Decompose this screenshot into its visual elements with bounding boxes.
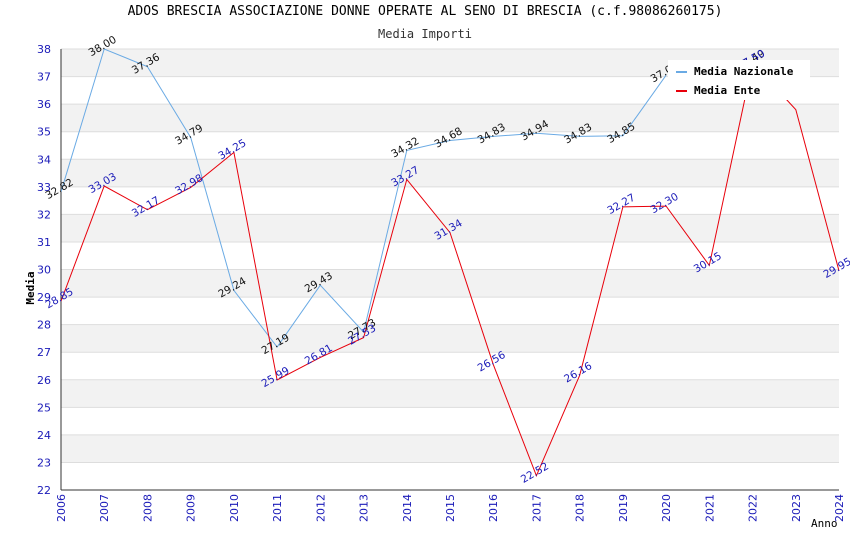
x-axis-label: Anno: [811, 517, 838, 530]
grid-band: [61, 269, 839, 298]
legend-swatch-national: [676, 71, 687, 73]
y-tick-label: 28: [37, 319, 51, 332]
series-lines: [60, 49, 840, 478]
x-tick-label: 2021: [703, 494, 716, 522]
data-label: 32.30: [649, 191, 681, 216]
data-labels: 32.8238.0037.3634.7929.2427.1929.4327.73…: [43, 34, 850, 486]
data-label: 28.85: [43, 286, 75, 311]
x-tick-label: 2014: [401, 494, 414, 522]
x-tick-label: 2020: [660, 494, 673, 522]
chart-title: ADOS BRESCIA ASSOCIAZIONE DONNE OPERATE …: [127, 4, 723, 19]
legend-item-ente: Media Ente: [676, 84, 760, 98]
legend-label-ente: Media Ente: [694, 84, 761, 97]
x-tick-label: 2013: [358, 494, 371, 522]
grid-bands: [61, 49, 839, 463]
y-tick-label: 38: [37, 43, 51, 56]
grid-band: [61, 324, 839, 353]
y-tick-label: 27: [37, 346, 51, 359]
grid-band: [61, 434, 839, 463]
legend-label-national: Media Nazionale: [694, 65, 794, 78]
x-tick-label: 2017: [530, 494, 543, 522]
x-tick-label: 2016: [487, 494, 500, 522]
y-tick-labels: 22 23 24 25 26 27 28 29 30 31 32 33 34 35 36 37 38: [37, 43, 51, 497]
y-tick-label: 25: [37, 401, 51, 414]
x-tick-label: 2023: [790, 494, 803, 522]
grid-band: [61, 104, 839, 132]
grid-band: [61, 214, 839, 242]
x-tick-label: 2008: [141, 494, 154, 522]
x-tick-label: 2012: [314, 494, 327, 522]
series-line-0: [61, 49, 753, 347]
x-tick-label: 2018: [574, 494, 587, 522]
y-tick-label: 33: [37, 181, 51, 194]
y-tick-label: 29: [37, 291, 51, 304]
data-label: 34.25: [216, 137, 248, 162]
y-tick-label: 35: [37, 126, 51, 139]
legend-item-national: Media Nazionale: [676, 65, 793, 79]
y-tick-label: 23: [37, 456, 51, 469]
grid-band: [61, 159, 839, 187]
legend-swatch-ente: [676, 90, 687, 92]
y-tick-label: 36: [37, 98, 51, 111]
y-tick-label: 32: [37, 208, 51, 221]
data-label: 22.52: [519, 460, 551, 485]
x-tick-label: 2006: [55, 494, 68, 522]
legend: Media Nazionale Media Ente: [668, 60, 810, 100]
grid-band: [61, 379, 839, 408]
y-axis-label: Media: [24, 271, 37, 304]
y-tick-label: 31: [37, 236, 51, 249]
x-tick-labels: 2006 2007 2008 2009 2010 2011 2012 2013 2014 2015…: [55, 494, 846, 522]
y-tick-label: 30: [37, 264, 51, 277]
x-tick-label: 2024: [833, 494, 846, 522]
y-tick-label: 34: [37, 153, 51, 166]
chart-subtitle: Media Importi: [378, 27, 472, 41]
x-tick-label: 2007: [98, 494, 111, 522]
x-tick-label: 2019: [617, 494, 630, 522]
x-tick-label: 2009: [185, 494, 198, 522]
y-tick-label: 26: [37, 374, 51, 387]
series-line-1: [60, 61, 840, 478]
y-tick-label: 24: [37, 429, 51, 442]
x-tick-label: 2022: [747, 494, 760, 522]
axes: [60, 49, 839, 491]
x-tick-label: 2015: [444, 494, 457, 522]
y-tick-label: 37: [37, 71, 51, 84]
x-tick-label: 2011: [271, 494, 284, 522]
y-tick-label: 22: [37, 484, 51, 497]
x-tick-label: 2010: [228, 494, 241, 522]
